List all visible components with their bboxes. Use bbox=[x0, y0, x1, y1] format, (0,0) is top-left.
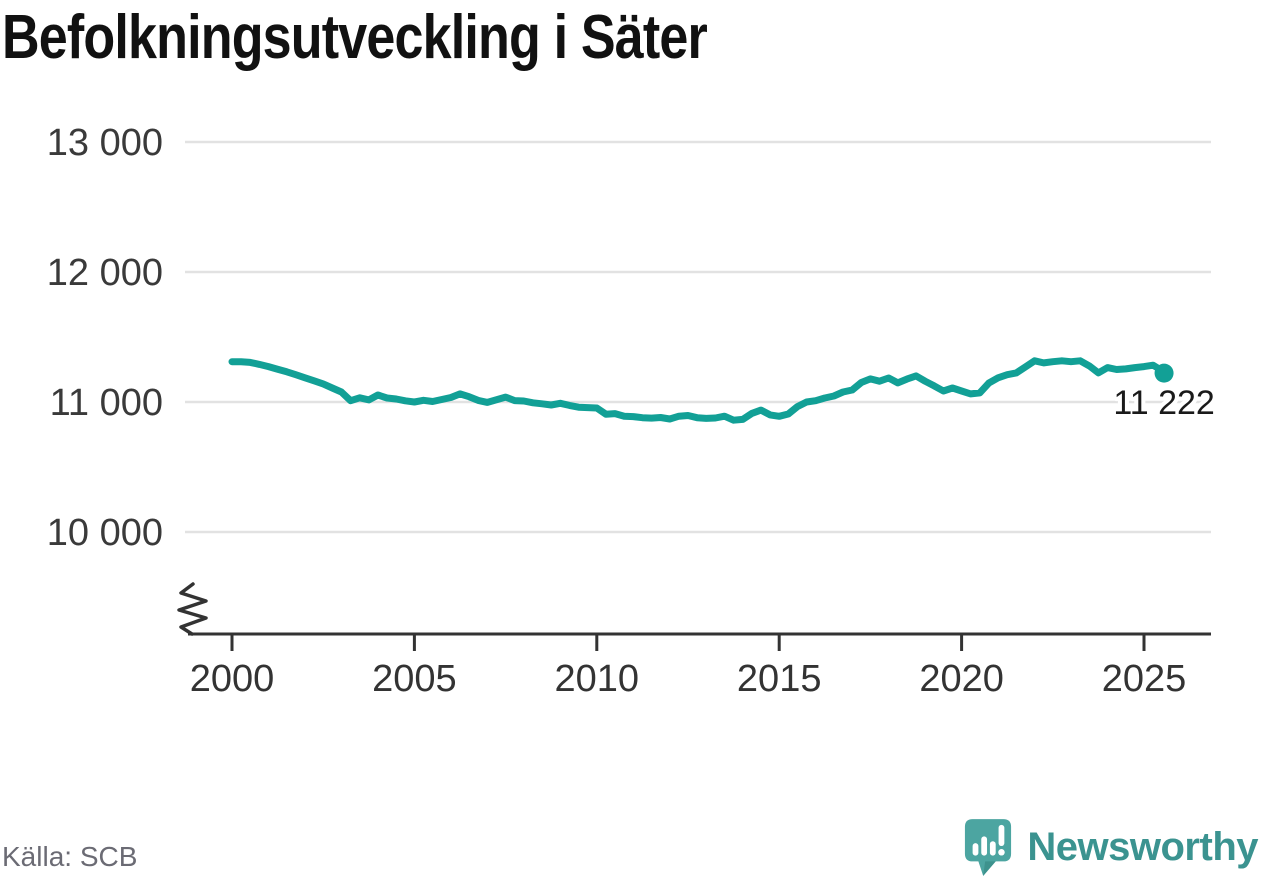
x-axis: 2000 2005 2010 2015 2020 2025 bbox=[188, 632, 1211, 700]
y-tick-label: 10 000 bbox=[47, 512, 163, 554]
newsworthy-bubble-chart-icon bbox=[965, 819, 1012, 876]
x-tick-label: 2015 bbox=[737, 658, 822, 700]
logo-exclamation-dot-icon bbox=[998, 849, 1006, 856]
newsworthy-wordmark: Newsworthy bbox=[1027, 824, 1258, 869]
gridlines bbox=[185, 140, 1211, 534]
logo-bar-3-icon bbox=[990, 841, 997, 856]
logo-bar-2-icon bbox=[981, 836, 988, 856]
x-tick-label: 2010 bbox=[555, 658, 640, 700]
x-tick-label: 2000 bbox=[190, 658, 275, 700]
logo-bubble-shade bbox=[983, 861, 997, 876]
x-tick-label: 2005 bbox=[372, 658, 457, 700]
newsworthy-logo: Newsworthy bbox=[963, 816, 1258, 878]
y-axis-labels: 13 000 12 000 11 000 10 000 bbox=[47, 122, 163, 554]
axis-break-icon bbox=[177, 582, 208, 636]
end-value-label: 11 222 bbox=[1113, 384, 1214, 422]
end-point-marker bbox=[1154, 363, 1174, 383]
x-tick-label: 2020 bbox=[919, 658, 1004, 700]
source-label: Källa: SCB bbox=[2, 841, 138, 872]
chart-title: Befolkningsutveckling i Säter bbox=[2, 3, 708, 72]
y-tick-label: 12 000 bbox=[47, 252, 163, 294]
y-tick-label: 11 000 bbox=[50, 382, 163, 424]
y-tick-label: 13 000 bbox=[47, 122, 163, 164]
x-tick-label: 2025 bbox=[1102, 658, 1187, 700]
population-line bbox=[228, 357, 1168, 424]
logo-bar-1-icon bbox=[973, 843, 979, 856]
logo-exclamation-bar-icon bbox=[998, 824, 1005, 847]
